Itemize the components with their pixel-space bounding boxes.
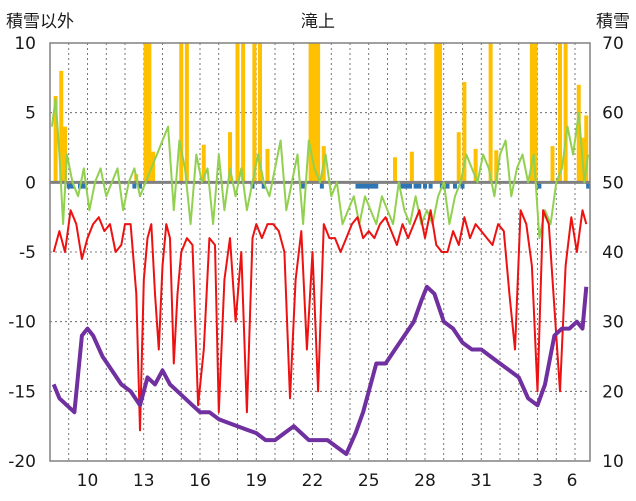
precip-bar <box>143 43 148 183</box>
left-tick-label: 5 <box>25 104 36 124</box>
precip-bar-negative <box>366 182 371 189</box>
precip-bar <box>308 43 313 183</box>
precip-bar-negative <box>132 182 137 189</box>
plot-frame <box>49 42 591 462</box>
precip-bar <box>184 43 189 183</box>
precip-bar-negative <box>423 182 427 189</box>
precip-bar <box>393 157 397 183</box>
precip-bar <box>59 70 64 183</box>
precip-bar-negative <box>460 182 465 189</box>
precip-bar-negative <box>138 182 142 189</box>
precip-bar <box>563 43 568 183</box>
precip-bar-negative <box>400 182 405 189</box>
precip-bar <box>53 95 58 183</box>
precip-bar <box>241 43 246 183</box>
precip-bar-negative <box>445 182 450 189</box>
x-tick-label: 19 <box>245 471 267 491</box>
chart-title: 滝上 <box>301 12 335 32</box>
precip-bar <box>558 43 562 183</box>
x-tick-label: 13 <box>133 471 155 491</box>
precip-bar-negative <box>586 182 591 189</box>
x-tick-label: 3 <box>532 471 543 491</box>
precip-bar-negative <box>355 182 360 189</box>
precip-bar <box>584 115 589 183</box>
precip-bar-negative <box>537 182 542 189</box>
precip-bar-negative <box>319 182 324 189</box>
right-axis-tick-labels: 70 60 50 40 30 20 10 <box>602 34 624 472</box>
left-tick-label: -5 <box>19 243 36 263</box>
x-tick-label: 28 <box>414 471 436 491</box>
precip-bar <box>258 43 262 183</box>
precip-bar-negative <box>261 182 266 189</box>
precip-bar-negative <box>66 182 71 189</box>
precip-bar <box>576 84 581 183</box>
right-tick-label: 30 <box>602 313 624 333</box>
precip-bar <box>151 151 156 183</box>
precip-bar <box>228 132 232 183</box>
precip-bar <box>409 151 414 183</box>
precip-bar-negative <box>370 182 375 189</box>
precip-bar <box>312 43 317 183</box>
x-tick-label: 25 <box>358 471 380 491</box>
right-tick-label: 10 <box>602 452 624 472</box>
left-tick-label: -15 <box>8 382 36 402</box>
precip-bar-negative <box>359 182 364 189</box>
x-tick-label: 10 <box>77 471 99 491</box>
precip-bar <box>63 126 67 183</box>
precip-bar <box>462 82 467 183</box>
precip-bar-negative <box>404 182 409 189</box>
left-tick-label: -10 <box>8 313 36 333</box>
wind-line <box>50 97 590 240</box>
precip-bar-negative <box>413 182 418 189</box>
precip-bar-negative <box>417 182 422 189</box>
precip-bar <box>529 43 534 183</box>
precip-bar <box>252 43 257 183</box>
series-lines <box>50 97 590 456</box>
right-tick-label: 20 <box>602 382 624 402</box>
right-tick-label: 60 <box>602 104 624 124</box>
precip-bar <box>235 43 240 183</box>
left-tick-label: -20 <box>8 452 36 472</box>
x-tick-label: 6 <box>567 471 578 491</box>
x-tick-label: 31 <box>470 471 492 491</box>
right-axis-label: 積雪 <box>596 12 630 32</box>
precip-bar <box>494 150 499 183</box>
temperature-line <box>52 209 588 432</box>
precip-bar <box>179 43 184 183</box>
precip-bar <box>434 43 439 183</box>
right-tick-label: 70 <box>602 34 624 54</box>
precip-bar <box>488 43 493 183</box>
precip-bar <box>533 43 538 183</box>
precip-bar-negative <box>70 182 75 189</box>
left-tick-label: 10 <box>14 34 36 54</box>
precip-bar-negative <box>408 182 412 189</box>
right-tick-label: 50 <box>602 173 624 193</box>
right-tick-label: 40 <box>602 243 624 263</box>
left-axis-tick-labels: 10 5 0 -5 -10 -15 -20 <box>8 34 36 472</box>
precip-bar <box>147 43 152 183</box>
precip-bar <box>438 43 442 183</box>
x-tick-label: 22 <box>302 471 324 491</box>
x-axis-tick-labels: 10 13 16 19 22 25 28 31 3 6 <box>77 471 578 491</box>
precip-bar-negative <box>428 182 433 189</box>
precip-bar <box>265 148 270 183</box>
left-tick-label: 0 <box>25 173 36 193</box>
left-axis-label: 積雪以外 <box>6 12 74 32</box>
precip-bar-negative <box>374 182 379 189</box>
precip-bar <box>201 144 206 183</box>
precip-bar-negative <box>81 182 86 189</box>
precip-bar-negative <box>301 182 306 189</box>
precip-bar <box>316 43 321 183</box>
precip-bar-negative <box>363 182 367 189</box>
precip-bar <box>550 146 555 183</box>
snow_depth-line <box>51 284 589 456</box>
precip-bar <box>473 148 478 183</box>
precip-bar-negative <box>453 182 457 189</box>
precip-bar <box>456 132 461 183</box>
x-tick-label: 16 <box>189 471 211 491</box>
